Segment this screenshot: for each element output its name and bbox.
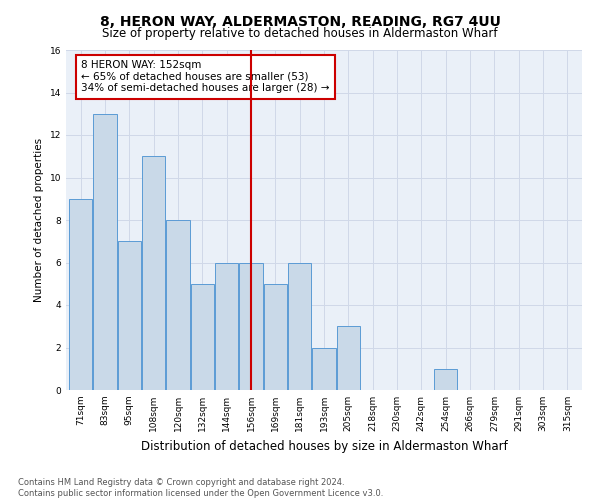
Bar (166, 220, 190, 390)
Bar (191, 284, 214, 390)
Bar (434, 369, 457, 390)
Bar (264, 284, 287, 390)
Text: 8, HERON WAY, ALDERMASTON, READING, RG7 4UU: 8, HERON WAY, ALDERMASTON, READING, RG7 … (100, 15, 500, 29)
Bar (118, 242, 141, 390)
Text: 8 HERON WAY: 152sqm
← 65% of detached houses are smaller (53)
34% of semi-detach: 8 HERON WAY: 152sqm ← 65% of detached ho… (82, 60, 330, 94)
Bar (69, 198, 92, 390)
Text: Size of property relative to detached houses in Aldermaston Wharf: Size of property relative to detached ho… (102, 28, 498, 40)
Bar (337, 326, 360, 390)
Bar (142, 156, 165, 390)
Text: Contains HM Land Registry data © Crown copyright and database right 2024.
Contai: Contains HM Land Registry data © Crown c… (18, 478, 383, 498)
Bar (313, 348, 335, 390)
Bar (215, 262, 238, 390)
X-axis label: Distribution of detached houses by size in Aldermaston Wharf: Distribution of detached houses by size … (140, 440, 508, 452)
Bar (94, 114, 116, 390)
Y-axis label: Number of detached properties: Number of detached properties (34, 138, 44, 302)
Bar (239, 262, 263, 390)
Bar (288, 262, 311, 390)
